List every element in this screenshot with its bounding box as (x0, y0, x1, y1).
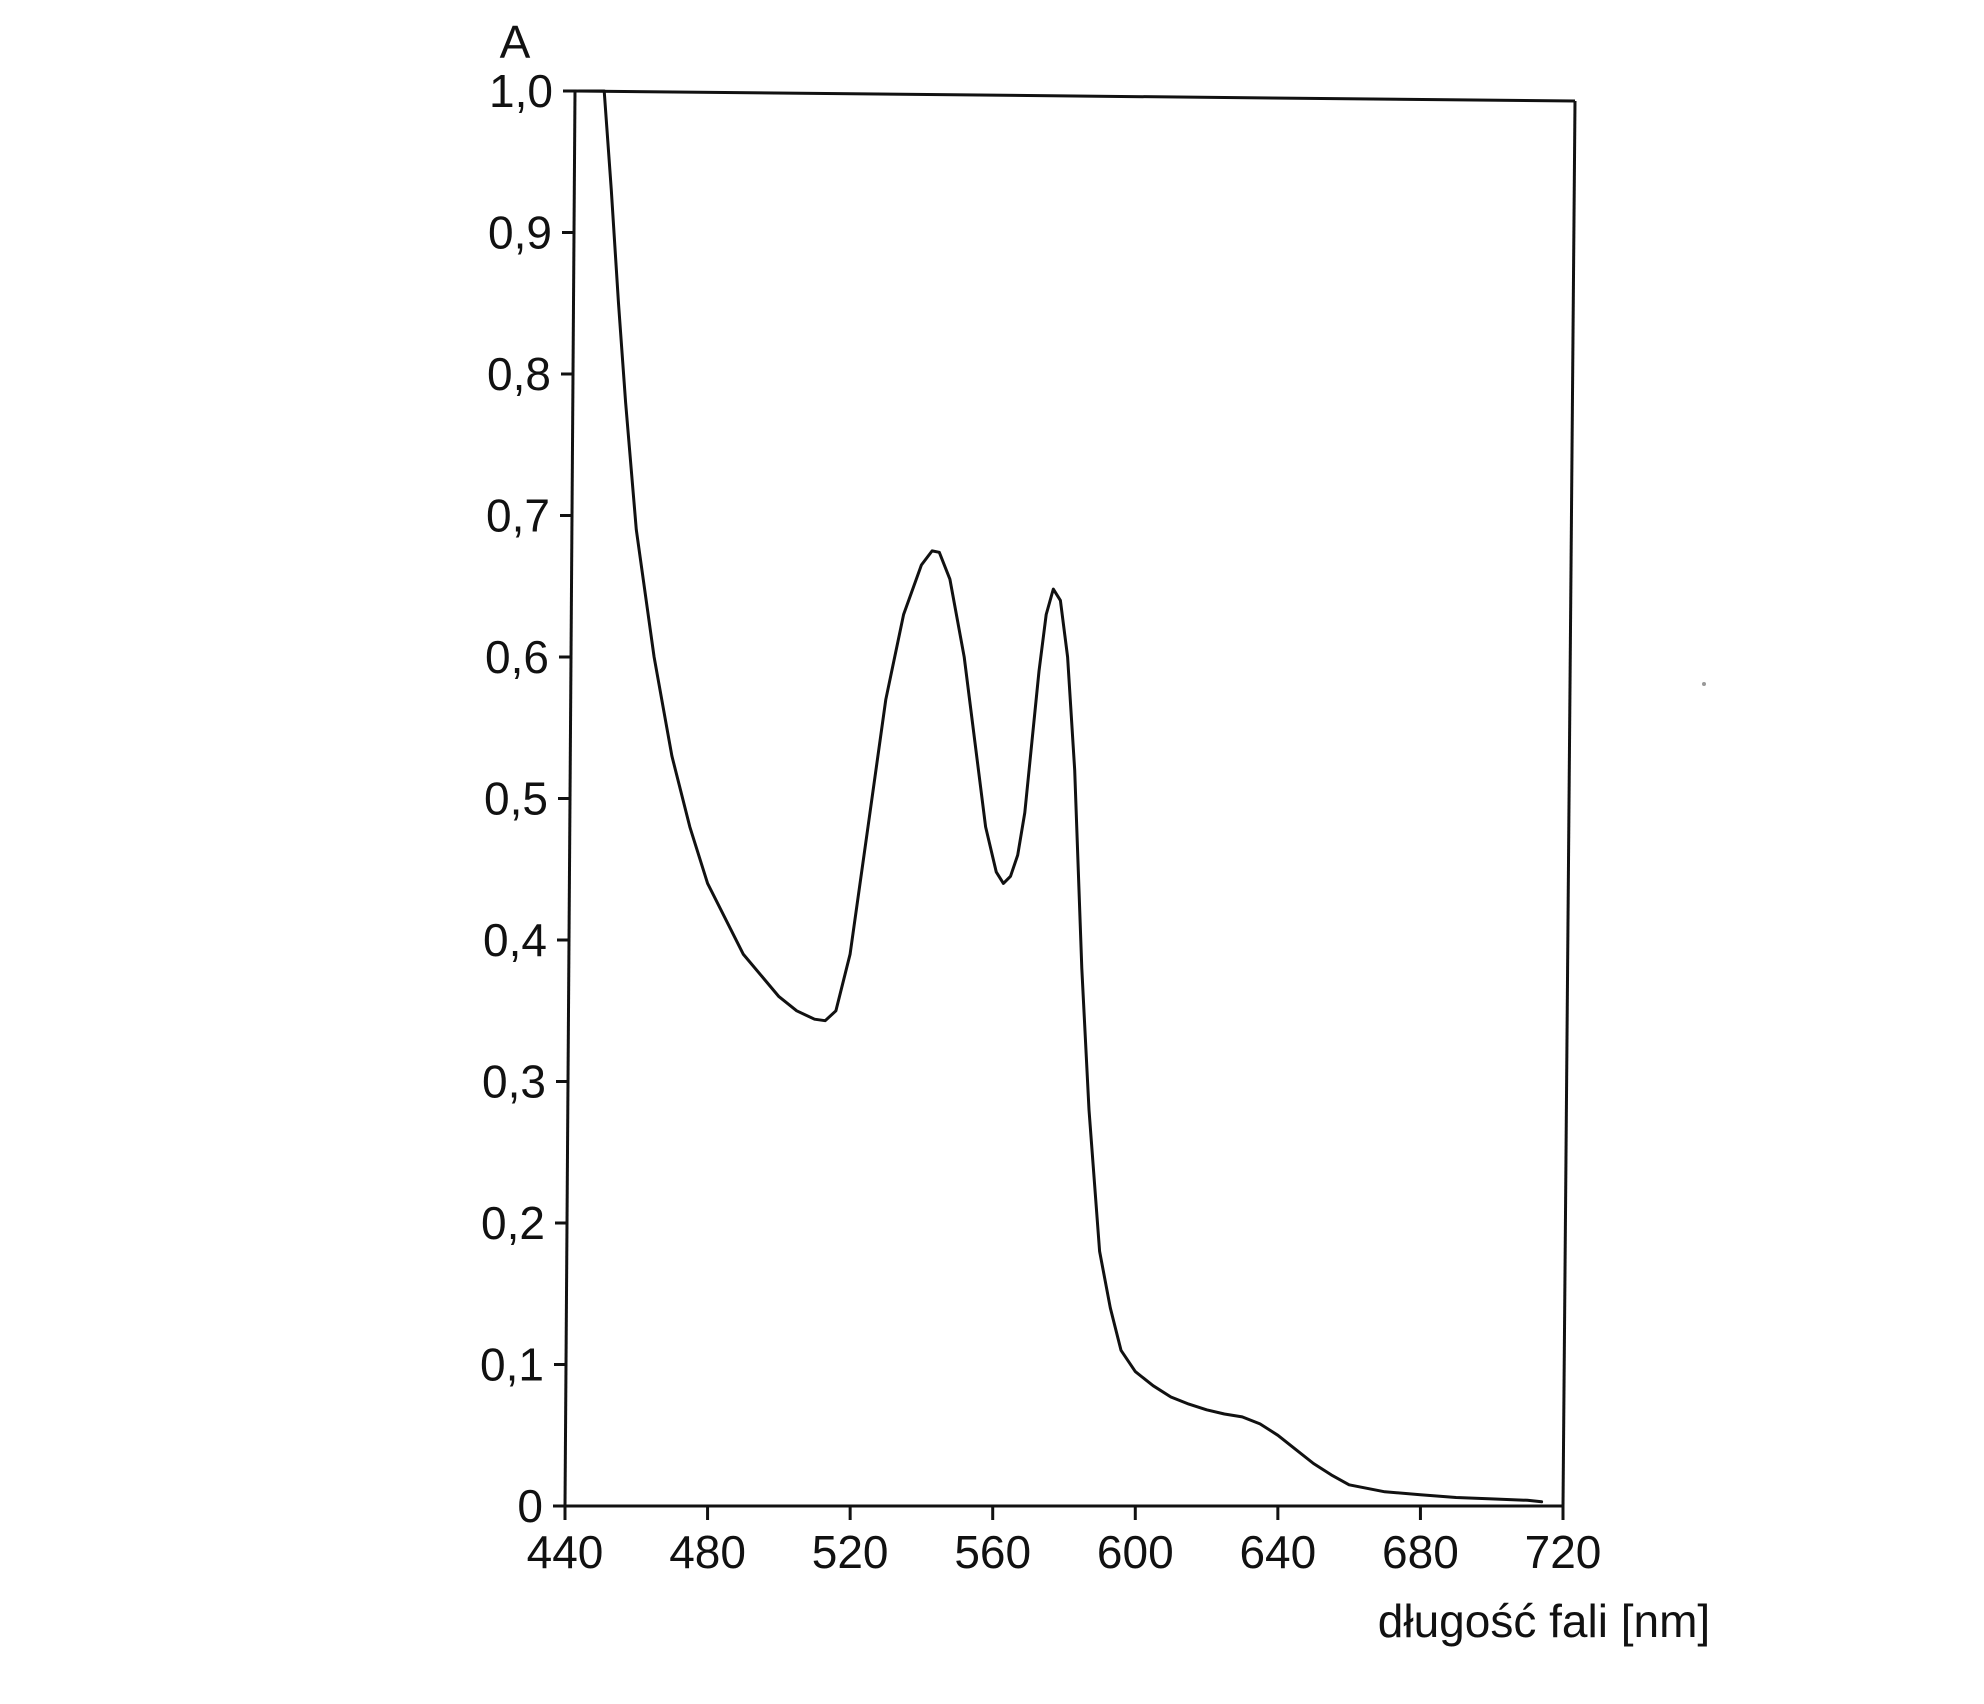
frame-top (574, 89, 1576, 103)
y-tick-label: 0,3 (482, 1056, 546, 1108)
x-tick-label: 680 (1382, 1526, 1459, 1578)
y-tick-label: 0,6 (485, 631, 549, 683)
x-tick-label: 560 (954, 1526, 1031, 1578)
x-tick-label: 720 (1525, 1526, 1602, 1578)
x-tick-label: 480 (669, 1526, 746, 1578)
scan-speck (1702, 682, 1706, 686)
x-tick-label: 600 (1097, 1526, 1174, 1578)
y-tick-label: 0,9 (488, 207, 552, 259)
frame-right (1561, 100, 1577, 1507)
y-tick-label: 0,5 (484, 773, 548, 825)
absorbance-series-line (577, 89, 1544, 1504)
x-tick-label: 640 (1239, 1526, 1316, 1578)
y-tick-label: 0 (517, 1480, 543, 1532)
axis-ticks: 0 0,1 0,2 0,3 0,4 0,5 0,6 0,7 0,8 0,9 1,0 440 480 520… (480, 65, 1601, 1578)
y-tick-label: 0,2 (481, 1197, 545, 1249)
y-tick-label: 1,0 (489, 65, 553, 117)
x-axis-label: długość fali [nm] (1378, 1595, 1710, 1647)
y-tick-label: 0,4 (483, 914, 547, 966)
y-tick-label: 0,8 (487, 348, 551, 400)
y-axis-label: A (500, 16, 531, 68)
x-tick-label: 520 (812, 1526, 889, 1578)
plot-frame (563, 89, 1577, 1508)
x-tick-label: 440 (527, 1526, 604, 1578)
y-tick-label: 0,1 (480, 1339, 544, 1391)
series-group (577, 89, 1544, 1504)
y-tick-label: 0,7 (486, 490, 550, 542)
